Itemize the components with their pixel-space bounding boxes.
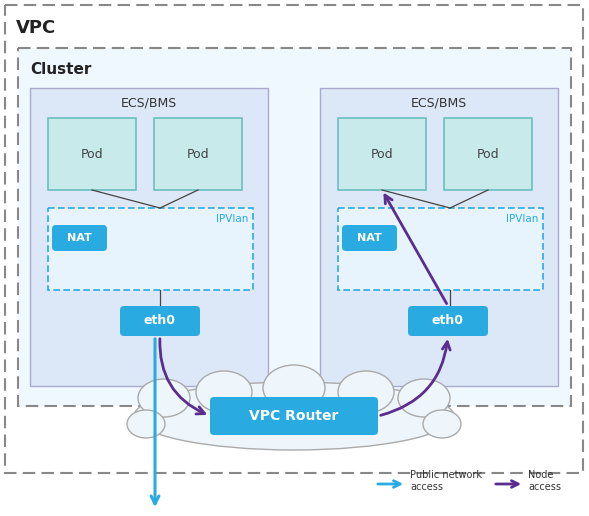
Bar [338, 118, 426, 190]
Text: Pod: Pod [370, 148, 393, 160]
Ellipse shape [338, 371, 394, 413]
Ellipse shape [138, 379, 190, 417]
Bar [48, 208, 253, 290]
Text: VPC Router: VPC Router [249, 409, 339, 423]
Text: NAT: NAT [357, 233, 382, 243]
Text: ECS/BMS: ECS/BMS [411, 96, 467, 109]
Text: Pod: Pod [187, 148, 209, 160]
Ellipse shape [423, 410, 461, 438]
Text: IPVlan: IPVlan [505, 214, 538, 224]
FancyBboxPatch shape [342, 225, 397, 251]
Text: eth0: eth0 [144, 314, 176, 328]
Bar [338, 208, 543, 290]
Text: Pod: Pod [477, 148, 499, 160]
Ellipse shape [196, 371, 252, 413]
Text: Cluster: Cluster [30, 62, 91, 77]
Text: Node: Node [528, 470, 554, 480]
Bar [444, 118, 532, 190]
Ellipse shape [398, 379, 450, 417]
Ellipse shape [263, 365, 325, 411]
FancyBboxPatch shape [120, 306, 200, 336]
Text: NAT: NAT [67, 233, 92, 243]
Text: eth0: eth0 [432, 314, 464, 328]
FancyBboxPatch shape [210, 397, 378, 435]
Text: access: access [528, 482, 561, 492]
Text: Pod: Pod [81, 148, 103, 160]
Bar [30, 88, 268, 386]
Text: VPC: VPC [16, 19, 57, 37]
Bar [154, 118, 242, 190]
FancyBboxPatch shape [52, 225, 107, 251]
Text: IPVlan: IPVlan [216, 214, 248, 224]
Bar [320, 88, 558, 386]
Ellipse shape [134, 382, 454, 450]
Bar [48, 118, 136, 190]
Bar [18, 48, 571, 406]
FancyBboxPatch shape [408, 306, 488, 336]
Text: Public network: Public network [410, 470, 482, 480]
Ellipse shape [127, 410, 165, 438]
Text: access: access [410, 482, 443, 492]
Text: ECS/BMS: ECS/BMS [121, 96, 177, 109]
